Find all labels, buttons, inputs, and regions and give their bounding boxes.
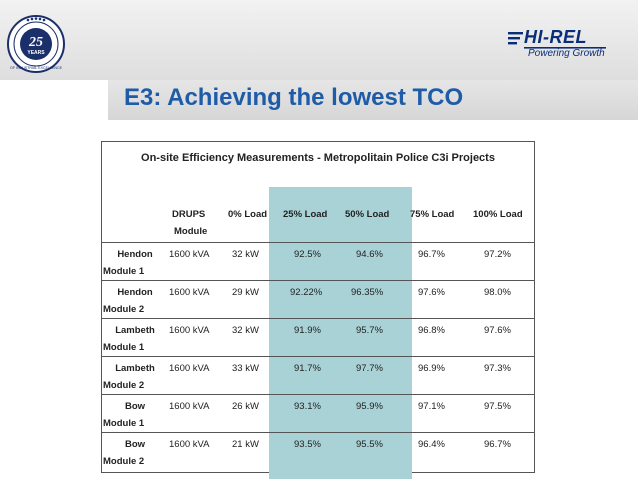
cell-load-25: 93.5%: [294, 439, 321, 450]
cell-load-100: 97.6%: [484, 325, 511, 336]
hirel-tagline: Powering Growth: [528, 48, 605, 59]
cell-module: Module 2: [103, 304, 145, 315]
row-divider: [101, 242, 535, 243]
cell-module: Module 2: [103, 380, 145, 391]
header-band: [0, 0, 638, 80]
cell-site: Lambeth: [115, 363, 155, 374]
cell-drups: 1600 kVA: [169, 439, 210, 450]
row-divider: [101, 318, 535, 319]
cell-drups: 1600 kVA: [169, 401, 210, 412]
seal-label: YEARS: [27, 50, 45, 56]
header-load-100: 100% Load: [473, 209, 523, 220]
cell-load-75: 97.1%: [418, 401, 445, 412]
cell-load-75: 96.7%: [418, 249, 445, 260]
hirel-underline: [524, 47, 606, 49]
cell-site: Hendon: [117, 249, 153, 260]
cell-load-75: 96.4%: [418, 439, 445, 450]
cell-drups: 1600 kVA: [169, 325, 210, 336]
cell-load-50: 97.7%: [356, 363, 383, 374]
cell-site: Bow: [124, 439, 146, 450]
cell-drups: 1600 kVA: [169, 249, 210, 260]
cell-load-25: 92.5%: [294, 249, 321, 260]
cell-module: Module 1: [103, 266, 145, 277]
cell-load-100: 97.2%: [484, 249, 511, 260]
header-load-25: 25% Load: [283, 209, 328, 220]
cell-load-0: 29 kW: [232, 287, 259, 298]
cell-load-0: 33 kW: [232, 363, 259, 374]
cell-load-75: 96.9%: [418, 363, 445, 374]
cell-load-75: 97.6%: [418, 287, 445, 298]
row-divider: [101, 356, 535, 357]
cell-load-100: 97.3%: [484, 363, 511, 374]
hirel-logo-icon: [508, 32, 523, 45]
cell-load-25: 91.9%: [294, 325, 321, 336]
header-drups: DRUPS: [172, 209, 206, 220]
cell-module: Module 1: [103, 342, 145, 353]
cell-module: Module 1: [103, 418, 145, 429]
anniversary-seal-icon: 25 YEARS OF INDUSTRIAL EXCELLENCE: [7, 15, 65, 73]
title-band: [108, 80, 638, 120]
cell-load-0: 21 kW: [232, 439, 259, 450]
highlight-column: [269, 187, 412, 479]
cell-load-0: 32 kW: [232, 325, 259, 336]
cell-load-0: 26 kW: [232, 401, 259, 412]
cell-site: Bow: [124, 401, 146, 412]
cell-load-25: 92.22%: [290, 287, 323, 298]
cell-load-100: 97.5%: [484, 401, 511, 412]
cell-site: Lambeth: [115, 325, 155, 336]
header-load-50: 50% Load: [345, 209, 390, 220]
header-load-0: 0% Load: [228, 209, 268, 220]
cell-load-50: 96.35%: [351, 287, 384, 298]
cell-load-25: 93.1%: [294, 401, 321, 412]
cell-drups: 1600 kVA: [169, 287, 210, 298]
cell-module: Module 2: [103, 456, 145, 467]
hirel-logo: HI-REL Powering Growth: [508, 26, 628, 66]
cell-load-25: 91.7%: [294, 363, 321, 374]
cell-load-50: 94.6%: [356, 249, 383, 260]
cell-load-75: 96.8%: [418, 325, 445, 336]
row-divider: [101, 432, 535, 433]
table-title: On-site Efficiency Measurements - Metrop…: [141, 152, 495, 164]
header-load-75: 75% Load: [410, 209, 455, 220]
cell-load-50: 95.7%: [356, 325, 383, 336]
row-divider: [101, 280, 535, 281]
cell-load-0: 32 kW: [232, 249, 259, 260]
cell-site: Hendon: [117, 287, 153, 298]
seal-ring-text: OF INDUSTRIAL EXCELLENCE: [10, 66, 63, 70]
cell-load-50: 95.9%: [356, 401, 383, 412]
row-divider: [101, 394, 535, 395]
cell-load-100: 96.7%: [484, 439, 511, 450]
header-drups-module: Module: [174, 226, 208, 237]
cell-load-50: 95.5%: [356, 439, 383, 450]
slide-title: E3: Achieving the lowest TCO: [124, 84, 464, 111]
cell-drups: 1600 kVA: [169, 363, 210, 374]
cell-load-100: 98.0%: [484, 287, 511, 298]
hirel-name: HI-REL: [524, 27, 587, 47]
seal-number: 25: [28, 35, 43, 50]
